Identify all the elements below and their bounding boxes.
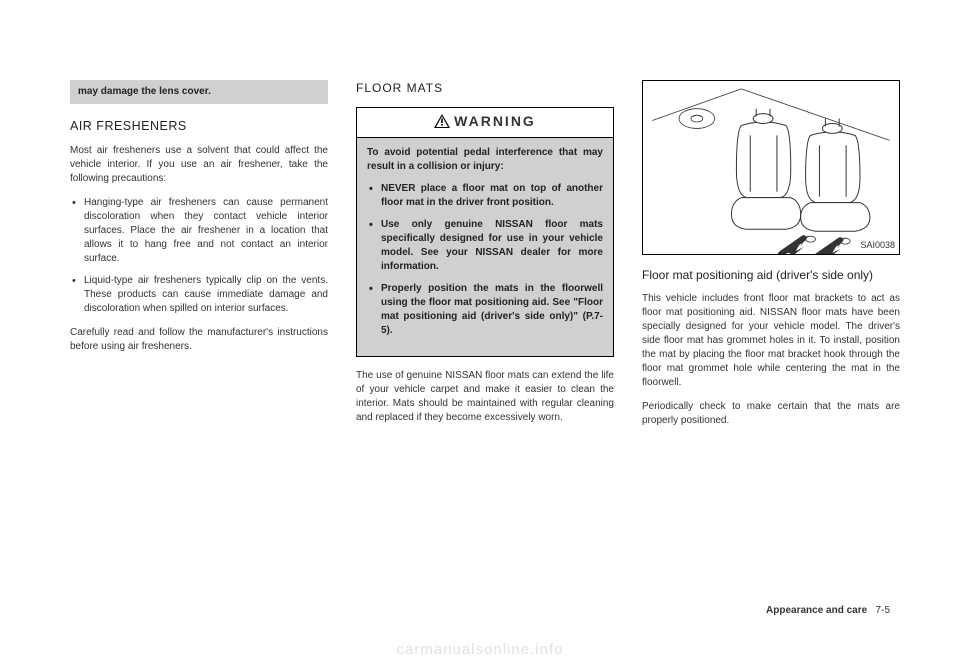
air-fresheners-bullets: Hanging-type air fresheners can cause pe… <box>70 196 328 316</box>
warning-bullets: NEVER place a floor mat on top of anothe… <box>367 182 603 338</box>
column-3: SAI0038 Floor mat positioning aid (drive… <box>642 80 900 438</box>
air-fresheners-intro: Most air fresheners use a solvent that c… <box>70 144 328 186</box>
column-1: may damage the lens cover. AIR FRESHENER… <box>70 80 328 438</box>
warning-bullet-genuine: Use only genuine NISSAN floor mats speci… <box>367 218 603 274</box>
watermark: carmanualsonline.info <box>0 641 960 658</box>
footer-page: 7-5 <box>876 605 890 616</box>
seats-illustration <box>643 81 899 254</box>
warning-label: WARNING <box>454 113 536 129</box>
warning-header: WARNING <box>357 108 613 139</box>
warning-bullet-never: NEVER place a floor mat on top of anothe… <box>367 182 603 210</box>
warning-intro: To avoid potential pedal interference th… <box>367 146 603 174</box>
air-fresheners-closing: Carefully read and follow the manufactur… <box>70 326 328 354</box>
figure-label: SAI0038 <box>860 239 895 252</box>
bullet-liquid: Liquid-type air fresheners typically cli… <box>70 274 328 316</box>
warning-bullet-position: Properly position the mats in the floorw… <box>367 282 603 338</box>
air-fresheners-heading: AIR FRESHENERS <box>70 118 328 136</box>
warning-box: WARNING To avoid potential pedal interfe… <box>356 107 614 358</box>
positioning-aid-heading: Floor mat positioning aid (driver's side… <box>642 267 900 284</box>
floor-mats-para: The use of genuine NISSAN floor mats can… <box>356 369 614 425</box>
column-2: FLOOR MATS WARNING To avoid potential pe… <box>356 80 614 438</box>
lens-cover-text: may damage the lens cover. <box>78 86 211 97</box>
page-content: may damage the lens cover. AIR FRESHENER… <box>0 0 960 478</box>
positioning-aid-para1: This vehicle includes front floor mat br… <box>642 292 900 390</box>
floor-mats-title: FLOOR MATS <box>356 80 614 97</box>
warning-icon <box>434 114 450 128</box>
footer-section: Appearance and care <box>766 605 867 616</box>
bullet-hanging: Hanging-type air fresheners can cause pe… <box>70 196 328 266</box>
warning-body: To avoid potential pedal interference th… <box>357 138 613 356</box>
lens-cover-note: may damage the lens cover. <box>70 80 328 104</box>
page-footer: Appearance and care 7-5 <box>766 605 890 616</box>
figure-box: SAI0038 <box>642 80 900 255</box>
positioning-aid-para2: Periodically check to make certain that … <box>642 400 900 428</box>
